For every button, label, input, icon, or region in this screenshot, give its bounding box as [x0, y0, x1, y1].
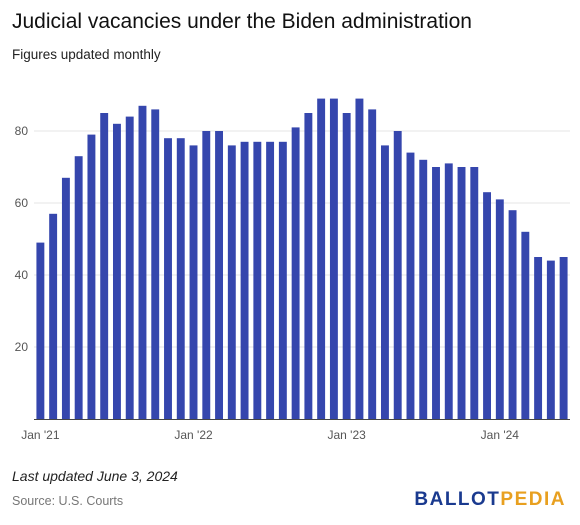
- y-tick-label: 40: [15, 268, 29, 282]
- bar: [457, 167, 466, 419]
- bar: [304, 113, 313, 419]
- bar: [380, 145, 389, 419]
- logo-text-pedia: PEDIA: [500, 489, 566, 510]
- bar: [483, 192, 492, 419]
- bar: [559, 257, 568, 419]
- bar: [100, 113, 109, 419]
- bar: [508, 210, 517, 419]
- y-tick-label: 60: [15, 196, 29, 210]
- bar: [215, 131, 224, 419]
- bar: [202, 131, 211, 419]
- chart-subtitle: Figures updated monthly: [12, 47, 161, 62]
- bar: [253, 141, 262, 420]
- bar: [419, 159, 428, 420]
- x-tick-label: Jan '21: [21, 428, 60, 442]
- bar: [393, 131, 402, 419]
- source-note: Source: U.S. Courts: [12, 494, 124, 508]
- bar: [164, 138, 172, 419]
- ballotpedia-logo[interactable]: BALLOTPEDIA: [414, 489, 566, 511]
- bar: [266, 141, 275, 420]
- logo-text-ballot: BALLOT: [414, 489, 501, 510]
- bar: [278, 141, 287, 420]
- bar-chart: 20 40 60 80 Jan '21 Jan '22 Jan '23 Jan '24: [15, 98, 570, 442]
- bar: [112, 123, 121, 420]
- bar: [355, 98, 364, 419]
- bar: [546, 260, 555, 419]
- bar: [74, 156, 83, 419]
- bar: [189, 145, 198, 419]
- bar: [521, 231, 530, 419]
- bar: [329, 98, 338, 419]
- bar: [125, 116, 134, 419]
- bar: [495, 199, 504, 419]
- bar: [49, 213, 58, 419]
- x-tick-label: Jan '22: [174, 428, 213, 442]
- chart-title: Judicial vacancies under the Biden admin…: [12, 10, 472, 33]
- bar: [138, 105, 147, 420]
- bar: [444, 163, 453, 419]
- x-tick-label: Jan '24: [481, 428, 520, 442]
- bar: [176, 138, 185, 419]
- bar: [432, 167, 440, 419]
- y-tick-label: 80: [15, 124, 29, 138]
- bar: [291, 127, 300, 420]
- bar: [87, 134, 96, 419]
- bar: [470, 167, 479, 419]
- bar: [406, 152, 415, 419]
- bar: [61, 177, 70, 419]
- bar: [36, 242, 45, 419]
- bar: [368, 109, 377, 420]
- bar: [240, 141, 249, 420]
- bar: [534, 257, 543, 419]
- bar: [151, 109, 160, 420]
- bar: [342, 113, 351, 419]
- bar: [227, 145, 236, 419]
- bar: [317, 98, 326, 419]
- x-tick-label: Jan '23: [328, 428, 367, 442]
- last-updated-note: Last updated June 3, 2024: [12, 468, 178, 484]
- y-tick-label: 20: [15, 340, 29, 354]
